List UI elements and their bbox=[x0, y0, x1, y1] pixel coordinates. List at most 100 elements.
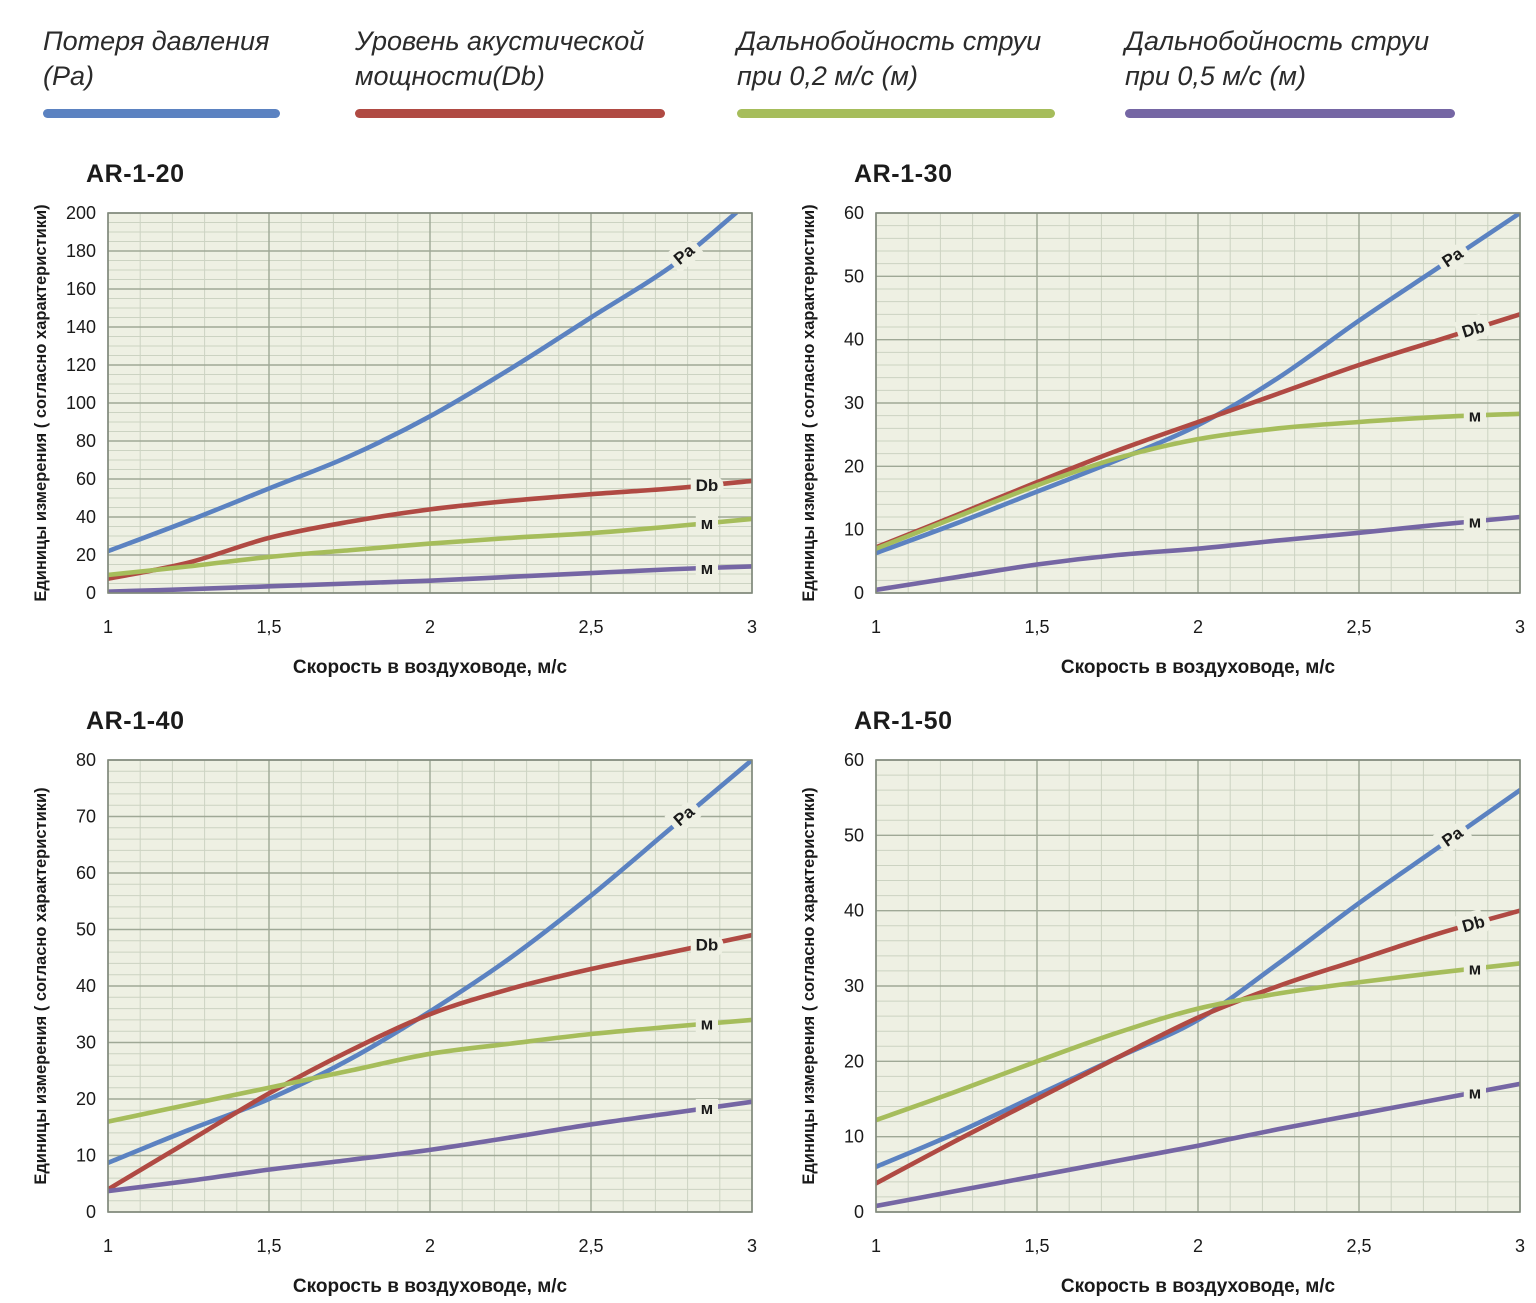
series-line-3-м bbox=[876, 514, 1520, 593]
y-axis-title: Единицы измерения ( согласно характерист… bbox=[800, 788, 818, 1185]
plot-border bbox=[875, 212, 1521, 594]
y-tick-label: 40 bbox=[844, 330, 864, 350]
x-tick-label: 3 bbox=[747, 1236, 757, 1256]
legend-item-4: Дальнобойность струи при 0,5 м/с (м) bbox=[1125, 24, 1506, 119]
curve-label-м: м bbox=[701, 559, 714, 578]
y-tick-label: 80 bbox=[76, 750, 96, 770]
y-tick-label: 20 bbox=[76, 545, 96, 565]
y-tick-label: 50 bbox=[844, 826, 864, 846]
series-line-0-pa bbox=[108, 213, 739, 554]
y-tick-label: 30 bbox=[844, 976, 864, 996]
x-tick-label: 2,5 bbox=[1346, 617, 1371, 637]
curve-label-м: м bbox=[701, 1015, 714, 1034]
x-tick-label: 2 bbox=[425, 617, 435, 637]
chart-ar-1-40: AR-1-40 Pa Db м м 0 10 20 30 40 50 60 70 80 1 1,5 2 2,5 3 С… bbox=[0, 707, 768, 1303]
x-axis-title: Скорость в воздуховоде, м/с bbox=[293, 1276, 568, 1297]
curve-label-м: м bbox=[701, 1099, 714, 1118]
y-tick-label: 0 bbox=[86, 583, 96, 603]
charts-grid: AR-1-20 Pa Db м м 0 20 40 60 80 100 120 140 160 180 200… bbox=[0, 160, 1536, 1303]
series-line-0-pa bbox=[108, 760, 752, 1166]
x-tick-label: 1,5 bbox=[256, 1236, 281, 1256]
x-tick-label: 3 bbox=[1515, 617, 1525, 637]
y-tick-label: 160 bbox=[66, 279, 96, 299]
legend-color-bar bbox=[355, 109, 665, 119]
x-tick-label: 2,5 bbox=[578, 1236, 603, 1256]
curve-label-м: м bbox=[1469, 960, 1482, 979]
y-tick-label: 10 bbox=[76, 1146, 96, 1166]
series-group bbox=[876, 213, 1520, 593]
x-axis-title: Скорость в воздуховоде, м/с bbox=[1061, 657, 1336, 678]
x-tick-label: 3 bbox=[1515, 1236, 1525, 1256]
series-group bbox=[108, 213, 752, 594]
legend-item-3: Дальнобойность струи при 0,2 м/с (м) bbox=[737, 24, 1125, 119]
x-axis-title: Скорость в воздуховоде, м/с bbox=[293, 657, 568, 678]
series-line-3-м bbox=[108, 1099, 752, 1194]
chart-ar-1-20: AR-1-20 Pa Db м м 0 20 40 60 80 100 120 140 160 180 200… bbox=[0, 160, 768, 689]
series-line-3-м bbox=[108, 564, 752, 594]
legend-item-label: Уровень акустической мощности(Db) bbox=[355, 26, 645, 92]
series-line-1-db bbox=[108, 933, 752, 1192]
y-tick-label: 70 bbox=[76, 807, 96, 827]
y-tick-label: 50 bbox=[844, 267, 864, 287]
legend-color-bar bbox=[1125, 109, 1455, 119]
chart-ar-1-50: AR-1-50 Pa Db м м 0 10 20 30 40 50 60 1 1,5 2 2,5 3 Скоро… bbox=[768, 707, 1536, 1303]
y-tick-label: 60 bbox=[76, 863, 96, 883]
y-axis-title: Единицы измерения ( согласно характерист… bbox=[32, 205, 50, 602]
x-tick-label: 1 bbox=[103, 617, 113, 637]
y-tick-label: 30 bbox=[844, 393, 864, 413]
y-tick-label: 60 bbox=[844, 203, 864, 223]
curve-label-db: Db bbox=[696, 476, 719, 495]
chart-title-ar-1-30: AR-1-30 bbox=[854, 160, 953, 189]
y-tick-label: 40 bbox=[844, 901, 864, 921]
legend-item-label: Потеря давления (Pa) bbox=[43, 26, 270, 92]
series-group bbox=[876, 788, 1520, 1209]
legend-item-label: Дальнобойность струи при 0,5 м/с (м) bbox=[1125, 26, 1430, 92]
x-tick-label: 2 bbox=[1193, 1236, 1203, 1256]
x-tick-label: 2,5 bbox=[578, 617, 603, 637]
y-tick-label: 10 bbox=[844, 1127, 864, 1147]
series-line-2-м bbox=[108, 1017, 752, 1125]
legend-item-1: Потеря давления (Pa) bbox=[43, 24, 355, 119]
x-tick-label: 2 bbox=[1193, 617, 1203, 637]
y-tick-label: 30 bbox=[76, 1033, 96, 1053]
x-tick-label: 3 bbox=[747, 617, 757, 637]
y-axis-title: Единицы измерения ( согласно характерист… bbox=[32, 788, 50, 1185]
y-tick-label: 40 bbox=[76, 507, 96, 527]
chart-title-ar-1-50: AR-1-50 bbox=[854, 707, 953, 736]
y-tick-label: 0 bbox=[854, 583, 864, 603]
x-axis-title: Скорость в воздуховоде, м/с bbox=[1061, 1276, 1336, 1297]
chart-legend: Потеря давления (Pa) Уровень акустической… bbox=[0, 24, 1536, 119]
y-tick-label: 80 bbox=[76, 431, 96, 451]
series-line-2-м bbox=[876, 411, 1520, 552]
curve-label-м: м bbox=[701, 514, 714, 533]
y-tick-label: 20 bbox=[76, 1089, 96, 1109]
curve-label-db: Db bbox=[696, 936, 719, 955]
y-tick-label: 60 bbox=[76, 469, 96, 489]
x-tick-label: 1,5 bbox=[256, 617, 281, 637]
plot-border bbox=[875, 759, 1521, 1213]
curve-label-м: м bbox=[1469, 1084, 1482, 1103]
y-tick-label: 180 bbox=[66, 241, 96, 261]
series-line-2-м bbox=[876, 961, 1520, 1123]
y-tick-label: 140 bbox=[66, 317, 96, 337]
y-tick-label: 0 bbox=[854, 1202, 864, 1222]
legend-color-bar bbox=[43, 109, 280, 119]
plot-border bbox=[107, 212, 753, 594]
legend-item-label: Дальнобойность струи при 0,2 м/с (м) bbox=[737, 26, 1042, 92]
x-tick-label: 1,5 bbox=[1024, 617, 1049, 637]
plot-border bbox=[107, 759, 753, 1213]
y-tick-label: 20 bbox=[844, 457, 864, 477]
series-line-1-db bbox=[108, 478, 752, 582]
y-tick-label: 20 bbox=[844, 1052, 864, 1072]
y-tick-label: 200 bbox=[66, 203, 96, 223]
series-line-0-pa bbox=[876, 213, 1520, 556]
series-line-3-м bbox=[876, 1081, 1520, 1209]
chart-ar-1-30: AR-1-30 Pa Db м м 0 10 20 30 40 50 60 1 1,5 2 2,5 3 Скоро… bbox=[768, 160, 1536, 689]
chart-title-ar-1-20: AR-1-20 bbox=[86, 160, 185, 189]
x-tick-label: 2 bbox=[425, 1236, 435, 1256]
